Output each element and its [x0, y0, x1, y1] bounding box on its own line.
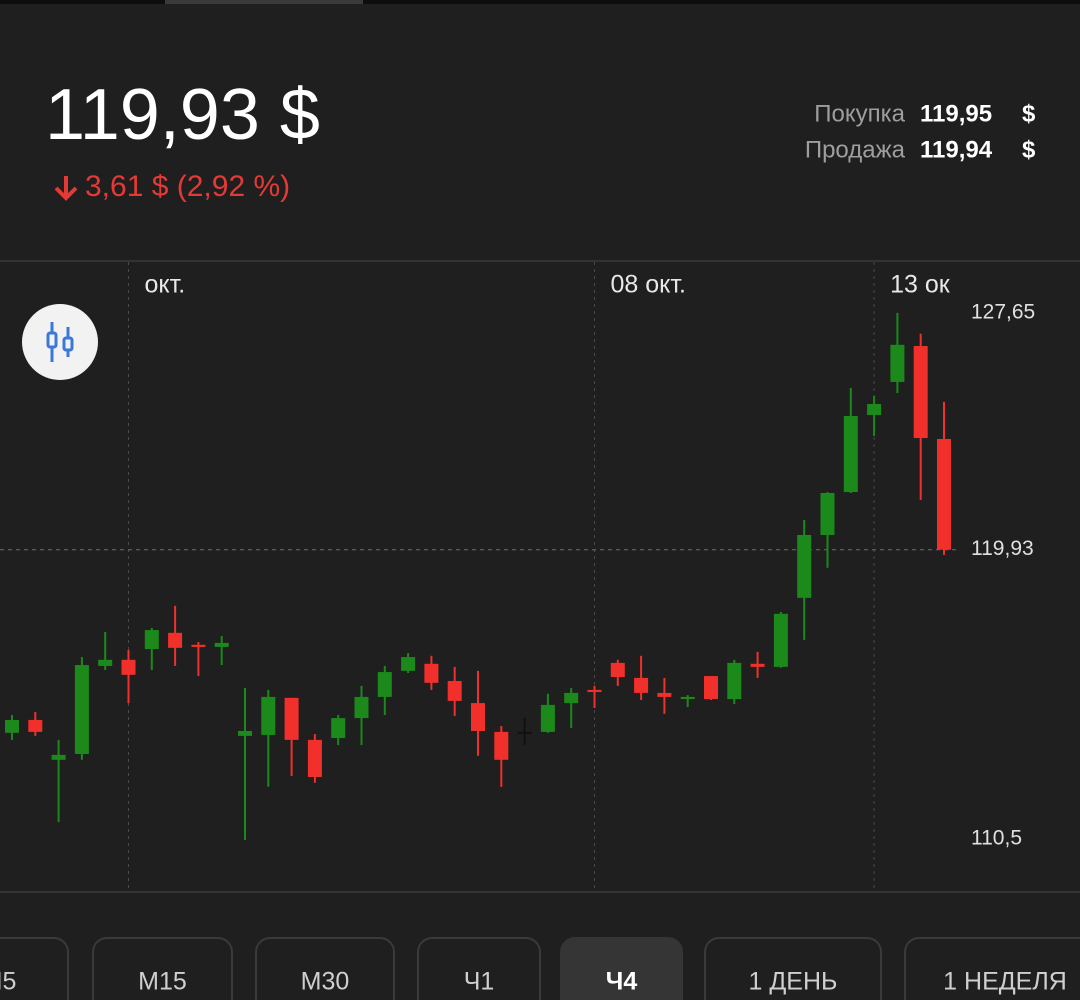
- candle-body: [144, 630, 159, 650]
- candle-body: [820, 492, 835, 535]
- candle-body: [5, 719, 19, 733]
- x-tick-label: 13 ок: [890, 271, 951, 299]
- timeframe-label[interactable]: 1 НЕДЕЛЯ: [943, 968, 1067, 996]
- tab-indicator: [165, 0, 363, 4]
- toggle-icon-body: [46, 331, 58, 349]
- timeframe-button[interactable]: [904, 937, 1080, 1000]
- timeframe-label[interactable]: Ч1: [464, 968, 495, 996]
- candle-body: [354, 696, 369, 719]
- candle-body: [401, 657, 416, 671]
- candle-body: [727, 662, 742, 700]
- candle-body: [28, 719, 43, 732]
- timeframe-label[interactable]: M30: [301, 968, 350, 996]
- toggle-circle[interactable]: [22, 304, 98, 380]
- candle-body: [937, 438, 951, 550]
- toggle-icon-body: [62, 336, 74, 352]
- y-tick-label: 127,65: [971, 300, 1035, 323]
- candle-body: [750, 663, 765, 667]
- bid-label: Покупка: [814, 100, 905, 127]
- candle-body: [843, 415, 858, 493]
- candle-body: [51, 754, 66, 760]
- timeframe-button[interactable]: [704, 937, 882, 1000]
- x-tick-label: окт.: [145, 271, 186, 299]
- timeframe-button[interactable]: [92, 937, 233, 1000]
- candle-body: [680, 696, 695, 700]
- candle-body: [377, 672, 392, 697]
- price-change: 3,61 $ (2,92 %): [85, 170, 290, 203]
- candle-body: [168, 632, 183, 648]
- candle-body: [74, 665, 89, 754]
- candle-body: [890, 344, 905, 382]
- bid-value: 119,95: [920, 100, 992, 127]
- x-tick-label: 08 окт.: [611, 271, 687, 299]
- candle-body: [610, 662, 625, 677]
- candle-body: [657, 692, 672, 697]
- candle-body: [494, 731, 509, 760]
- timeframe-label[interactable]: M15: [138, 968, 187, 996]
- candle-body: [797, 534, 812, 598]
- last-price-label: 119,93: [971, 537, 1034, 560]
- candle-body: [704, 676, 718, 700]
- candle-body: [284, 697, 299, 740]
- timeframe-button[interactable]: [255, 937, 395, 1000]
- candle-body: [540, 704, 555, 732]
- candle-body: [214, 642, 229, 647]
- bid-currency: $: [1022, 100, 1036, 127]
- candle-body: [517, 731, 532, 734]
- candle-body: [447, 680, 462, 701]
- timeframe-button[interactable]: [417, 937, 541, 1000]
- candle-body: [121, 659, 136, 675]
- timeframe-label[interactable]: M5: [0, 968, 16, 996]
- price: 119,93 $: [45, 75, 320, 155]
- candle-body: [307, 739, 322, 777]
- candle-body: [587, 689, 602, 693]
- candle-body: [98, 659, 113, 666]
- candle-body: [867, 404, 882, 416]
- ask-label: Продажа: [805, 136, 906, 163]
- timeframe-label[interactable]: 1 ДЕНЬ: [749, 968, 838, 996]
- plot: окт. 08 окт. 13 ок 110,5 127,65 119,93: [0, 262, 1035, 892]
- top-bar: [0, 0, 1080, 4]
- candle-body: [773, 613, 788, 667]
- candle-body: [238, 730, 252, 736]
- candle-body: [634, 677, 649, 693]
- down-arrow: [54, 176, 78, 201]
- candle-body: [191, 644, 206, 647]
- candle-body: [331, 718, 346, 739]
- ask-value: 119,94: [920, 136, 993, 163]
- timeframe-button[interactable]: [0, 937, 69, 1000]
- candle-body: [471, 703, 485, 731]
- ask-currency: $: [1022, 136, 1036, 163]
- candle-body: [261, 696, 276, 735]
- candle-body: [564, 692, 579, 704]
- candle-body: [913, 346, 928, 439]
- timeframe-label[interactable]: Ч4: [606, 968, 638, 996]
- candle-body: [424, 663, 439, 683]
- timeframe-button[interactable]: [560, 937, 683, 1000]
- y-tick-label: 110,5: [971, 826, 1022, 849]
- timeframe-bar: M5 M15 M30 Ч1 Ч4 1 ДЕНЬ 1 НЕДЕЛЯ: [0, 937, 1080, 1000]
- chart-type-toggle[interactable]: [22, 304, 98, 380]
